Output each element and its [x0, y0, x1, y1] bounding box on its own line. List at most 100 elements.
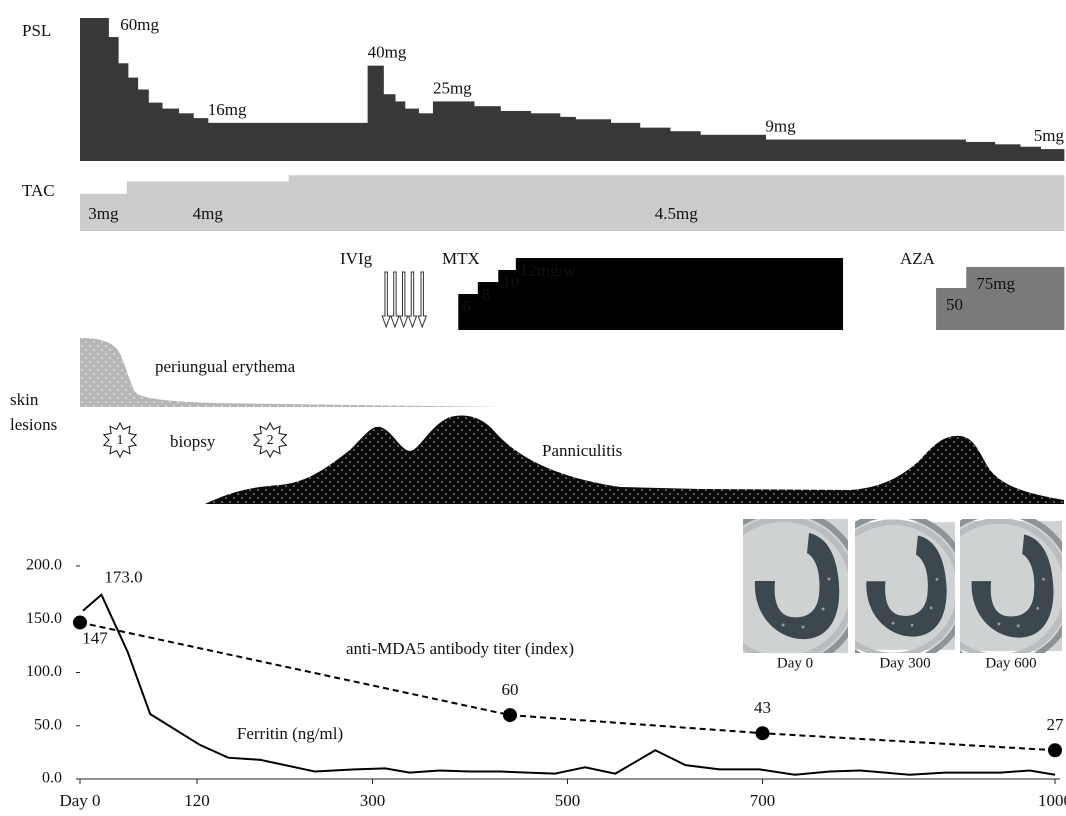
data-label: 147 [82, 628, 108, 647]
biopsy-marker [102, 421, 138, 459]
mtx-step [515, 258, 844, 330]
psl-step [383, 94, 396, 161]
psl-step [639, 127, 671, 161]
y-tick-label: 50.0 [34, 716, 62, 733]
data-label: 43 [754, 698, 771, 717]
psl-step [610, 122, 641, 161]
series-marker [755, 726, 770, 741]
row-label: PSL [22, 21, 51, 40]
tac-dose-label: 3mg [88, 204, 119, 223]
psl-step [127, 77, 139, 161]
aza-dose-label: 75mg [976, 274, 1015, 293]
psl-step [418, 113, 434, 161]
psl-step [367, 65, 384, 161]
biopsy-number: 1 [116, 433, 123, 448]
psl-step [1040, 149, 1065, 161]
tac-dose-label: 4mg [193, 204, 224, 223]
psl-step [530, 113, 561, 161]
mtx-dose-label: 10 [502, 273, 519, 292]
ct-label: Day 600 [985, 655, 1036, 671]
psl-step [432, 101, 475, 161]
y-tick-label: 100.0 [26, 663, 62, 680]
mtx-dose-label: 12mg/w [520, 261, 576, 280]
y-tick-label: 0.0 [42, 770, 62, 787]
x-tick-label: 120 [184, 791, 210, 810]
tac-step [288, 175, 1065, 231]
psl-step [148, 102, 163, 161]
x-tick-label: 700 [750, 791, 776, 810]
tac-step [126, 181, 290, 231]
ivig-arrow [390, 271, 400, 329]
row-label: lesions [10, 415, 57, 434]
mtx-step [458, 294, 479, 330]
series-marker [1048, 743, 1062, 758]
psl-step [700, 134, 767, 161]
periungual-area [80, 338, 505, 407]
y-tick-label: 200.0 [26, 557, 62, 574]
ivig-arrow [381, 271, 391, 329]
psl-dose-label: 5mg [1034, 126, 1065, 145]
biopsy-marker [252, 421, 288, 459]
psl-dose-label: 9mg [765, 116, 796, 135]
x-tick-label: Day 0 [59, 791, 100, 810]
series-name: Ferritin (ng/ml) [237, 724, 343, 743]
x-tick-label: 1000 [1038, 791, 1066, 810]
psl-step [80, 18, 109, 161]
psl-step [161, 108, 180, 161]
x-tick-label: 500 [555, 791, 581, 810]
series-marker [502, 708, 517, 723]
psl-dose-label: 60mg [120, 15, 159, 34]
row-label: TAC [22, 181, 55, 200]
row-label: AZA [900, 249, 936, 268]
data-label: 27 [1047, 715, 1065, 734]
data-label: 60 [501, 680, 518, 699]
mtx-step [477, 282, 499, 330]
lesion-label: Panniculitis [542, 441, 622, 460]
series-marker [73, 615, 87, 630]
aza-step [966, 267, 1065, 330]
lesion-label: periungual erythema [155, 357, 296, 376]
tac-dose-label: 4.5mg [655, 204, 698, 223]
psl-step [108, 37, 119, 161]
psl-dose-label: 40mg [368, 43, 407, 62]
data-label: 173.0 [104, 568, 142, 587]
panniculitis-area [205, 415, 1064, 504]
psl-step [994, 144, 1021, 161]
psl-step [118, 63, 129, 161]
row-label: IVIg [340, 249, 373, 268]
psl-step [394, 101, 406, 161]
psl-step [559, 116, 576, 161]
ivig-arrow [398, 271, 409, 329]
psl-step [765, 139, 966, 161]
aza-step [936, 288, 967, 330]
psl-step [193, 118, 209, 161]
ivig-arrow [407, 271, 418, 329]
mtx-dose-label: 8 [482, 285, 491, 304]
psl-step [207, 122, 369, 161]
x-tick-label: 300 [360, 791, 386, 810]
psl-step [404, 108, 419, 161]
psl-step [669, 131, 701, 161]
psl-step [178, 113, 194, 161]
tac-step [80, 193, 128, 231]
psl-step [500, 110, 532, 161]
ct-image [705, 511, 861, 667]
psl-step [575, 119, 611, 161]
ct-label: Day 300 [879, 655, 930, 671]
series-line [82, 593, 1056, 776]
psl-step [137, 89, 149, 161]
psl-step [473, 106, 501, 161]
ct-label: Day 0 [777, 655, 813, 671]
mtx-dose-label: 6 [462, 297, 471, 316]
psl-dose-label: 16mg [208, 100, 247, 119]
biopsy-label: biopsy [170, 432, 216, 451]
biopsy-number: 2 [267, 433, 274, 448]
y-tick-label: 150.0 [26, 610, 62, 627]
ivig-arrow [417, 271, 427, 329]
series-name: anti-MDA5 antibody titer (index) [346, 639, 574, 658]
mtx-step [498, 270, 517, 330]
psl-step [965, 141, 996, 161]
psl-dose-label: 25mg [433, 78, 472, 97]
row-label: skin [10, 390, 39, 409]
